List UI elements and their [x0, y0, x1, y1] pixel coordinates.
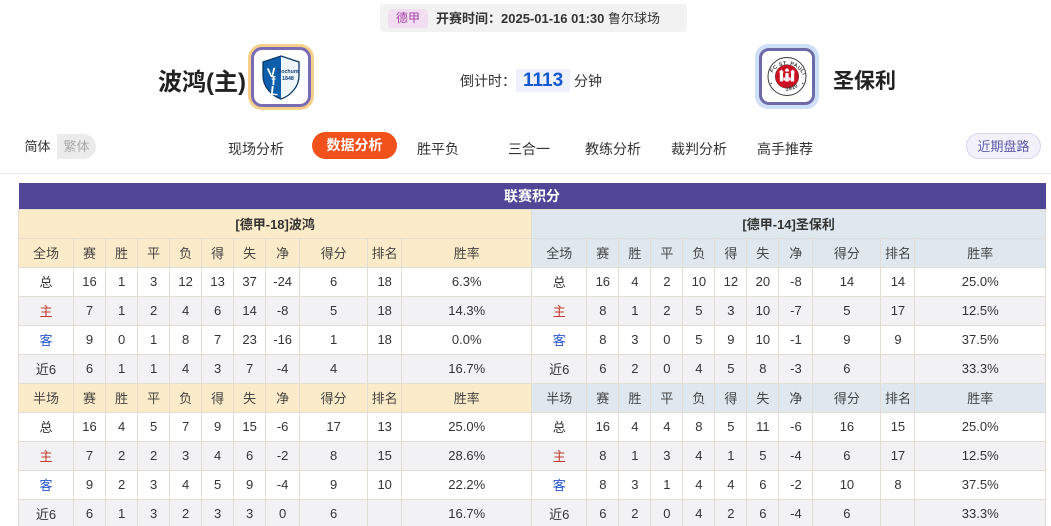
svg-text:1848: 1848 — [282, 76, 294, 82]
svg-text:L: L — [270, 83, 280, 99]
svg-text:Bochum: Bochum — [277, 69, 298, 75]
